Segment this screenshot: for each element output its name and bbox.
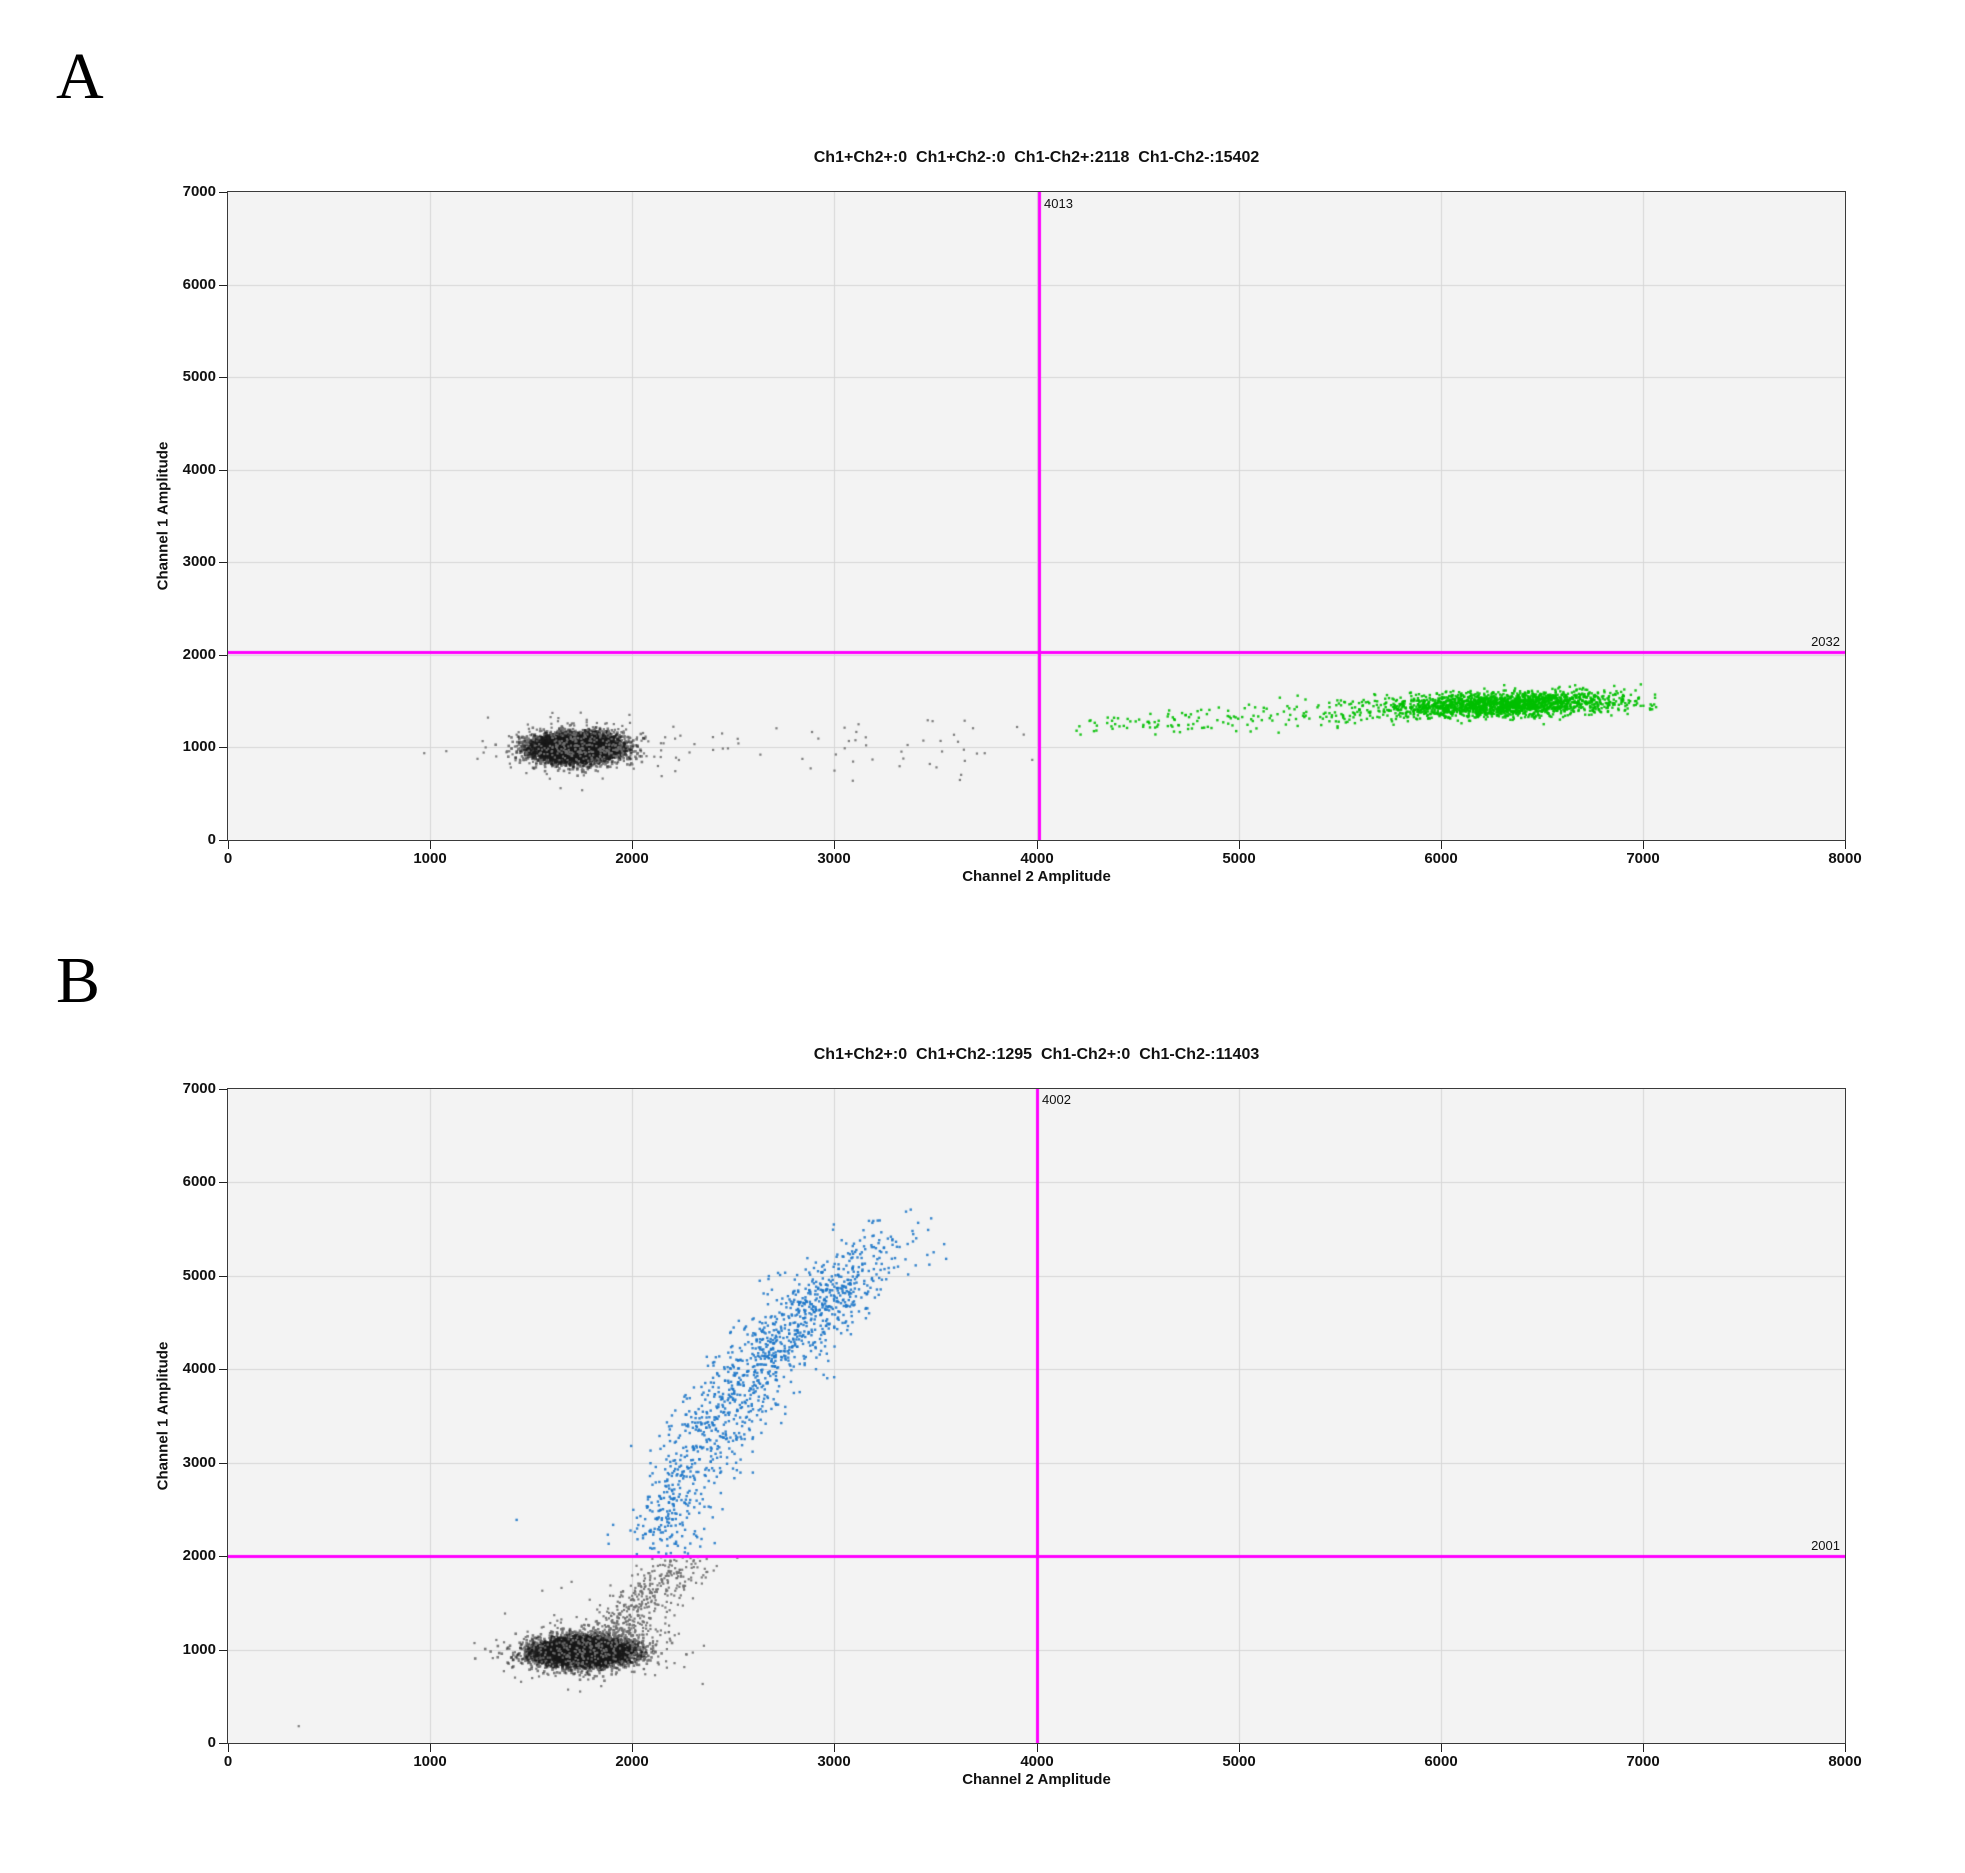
x-tick-label: 5000 [1222, 1753, 1256, 1770]
x-tick-mark [1037, 841, 1038, 849]
x-tick-mark [834, 841, 835, 849]
panel-b-plot-title: Ch1+Ch2+:0 Ch1+Ch2-:1295 Ch1-Ch2+:0 Ch1-… [813, 1046, 1260, 1063]
y-tick-label: 7000 [182, 183, 216, 200]
x-tick-mark [632, 1744, 633, 1752]
y-tick-mark [219, 1650, 227, 1651]
y-tick-label: 5000 [182, 1267, 216, 1284]
x-tick-mark [430, 1744, 431, 1752]
x-tick-mark [430, 841, 431, 849]
x-tick-mark [1441, 841, 1442, 849]
y-tick-label: 2000 [182, 1547, 216, 1564]
y-tick-label: 6000 [182, 276, 216, 293]
panel-a-label: A [56, 40, 104, 113]
x-tick-label: 8000 [1828, 1753, 1862, 1770]
x-tick-label: 5000 [1222, 850, 1256, 867]
x-tick-mark [1845, 1744, 1846, 1752]
y-tick-mark [219, 1369, 227, 1370]
y-tick-mark [219, 285, 227, 286]
x-tick-label: 8000 [1828, 850, 1862, 867]
x-tick-mark [228, 841, 229, 849]
y-tick-mark [219, 747, 227, 748]
panel-a-x-axis-title: Channel 2 Amplitude [962, 868, 1111, 885]
y-tick-label: 0 [207, 831, 216, 848]
x-tick-label: 6000 [1424, 850, 1458, 867]
y-tick-label: 4000 [182, 461, 216, 478]
x-tick-label: 4000 [1020, 1753, 1054, 1770]
x-tick-mark [1239, 1744, 1240, 1752]
panel-b-label: B [56, 944, 101, 1017]
panel-b-scatter-plot[interactable] [227, 1088, 1846, 1744]
y-tick-mark [219, 192, 227, 193]
x-tick-label: 3000 [817, 850, 851, 867]
x-tick-label: 1000 [413, 850, 447, 867]
y-tick-mark [219, 562, 227, 563]
y-tick-label: 1000 [182, 1641, 216, 1658]
y-tick-mark [219, 1276, 227, 1277]
y-tick-mark [219, 1463, 227, 1464]
x-tick-label: 2000 [615, 850, 649, 867]
x-tick-mark [1643, 841, 1644, 849]
y-tick-label: 4000 [182, 1360, 216, 1377]
y-tick-mark [219, 655, 227, 656]
x-tick-mark [1037, 1744, 1038, 1752]
panel-a-threshold-y-label: 2032 [1811, 634, 1840, 649]
x-tick-label: 7000 [1626, 1753, 1660, 1770]
panel-b-threshold-x-label: 4002 [1042, 1092, 1071, 1107]
x-tick-mark [1643, 1744, 1644, 1752]
x-tick-label: 4000 [1020, 850, 1054, 867]
y-tick-label: 6000 [182, 1173, 216, 1190]
y-tick-mark [219, 1182, 227, 1183]
panel-a-plot-title: Ch1+Ch2+:0 Ch1+Ch2-:0 Ch1-Ch2+:2118 Ch1-… [813, 149, 1260, 166]
x-tick-label: 0 [223, 850, 233, 867]
x-tick-label: 2000 [615, 1753, 649, 1770]
panel-b-x-axis-title: Channel 2 Amplitude [962, 1771, 1111, 1788]
x-tick-label: 1000 [413, 1753, 447, 1770]
y-tick-mark [219, 840, 227, 841]
x-tick-mark [1441, 1744, 1442, 1752]
y-tick-label: 3000 [182, 553, 216, 570]
y-tick-label: 3000 [182, 1454, 216, 1471]
panel-b-threshold-y-label: 2001 [1811, 1538, 1840, 1553]
x-tick-mark [632, 841, 633, 849]
x-tick-label: 0 [223, 1753, 233, 1770]
x-tick-mark [228, 1744, 229, 1752]
y-tick-label: 5000 [182, 368, 216, 385]
y-tick-mark [219, 470, 227, 471]
x-tick-label: 7000 [1626, 850, 1660, 867]
y-tick-label: 1000 [182, 738, 216, 755]
y-tick-label: 0 [207, 1734, 216, 1751]
y-tick-mark [219, 1743, 227, 1744]
y-tick-mark [219, 377, 227, 378]
x-tick-mark [1845, 841, 1846, 849]
x-tick-mark [1239, 841, 1240, 849]
y-tick-mark [219, 1089, 227, 1090]
y-tick-mark [219, 1556, 227, 1557]
x-tick-label: 3000 [817, 1753, 851, 1770]
panel-a-scatter-plot[interactable] [227, 191, 1846, 841]
y-tick-label: 7000 [182, 1080, 216, 1097]
panel-a-threshold-x-label: 4013 [1044, 196, 1073, 211]
y-tick-label: 2000 [182, 646, 216, 663]
x-tick-label: 6000 [1424, 1753, 1458, 1770]
x-tick-mark [834, 1744, 835, 1752]
